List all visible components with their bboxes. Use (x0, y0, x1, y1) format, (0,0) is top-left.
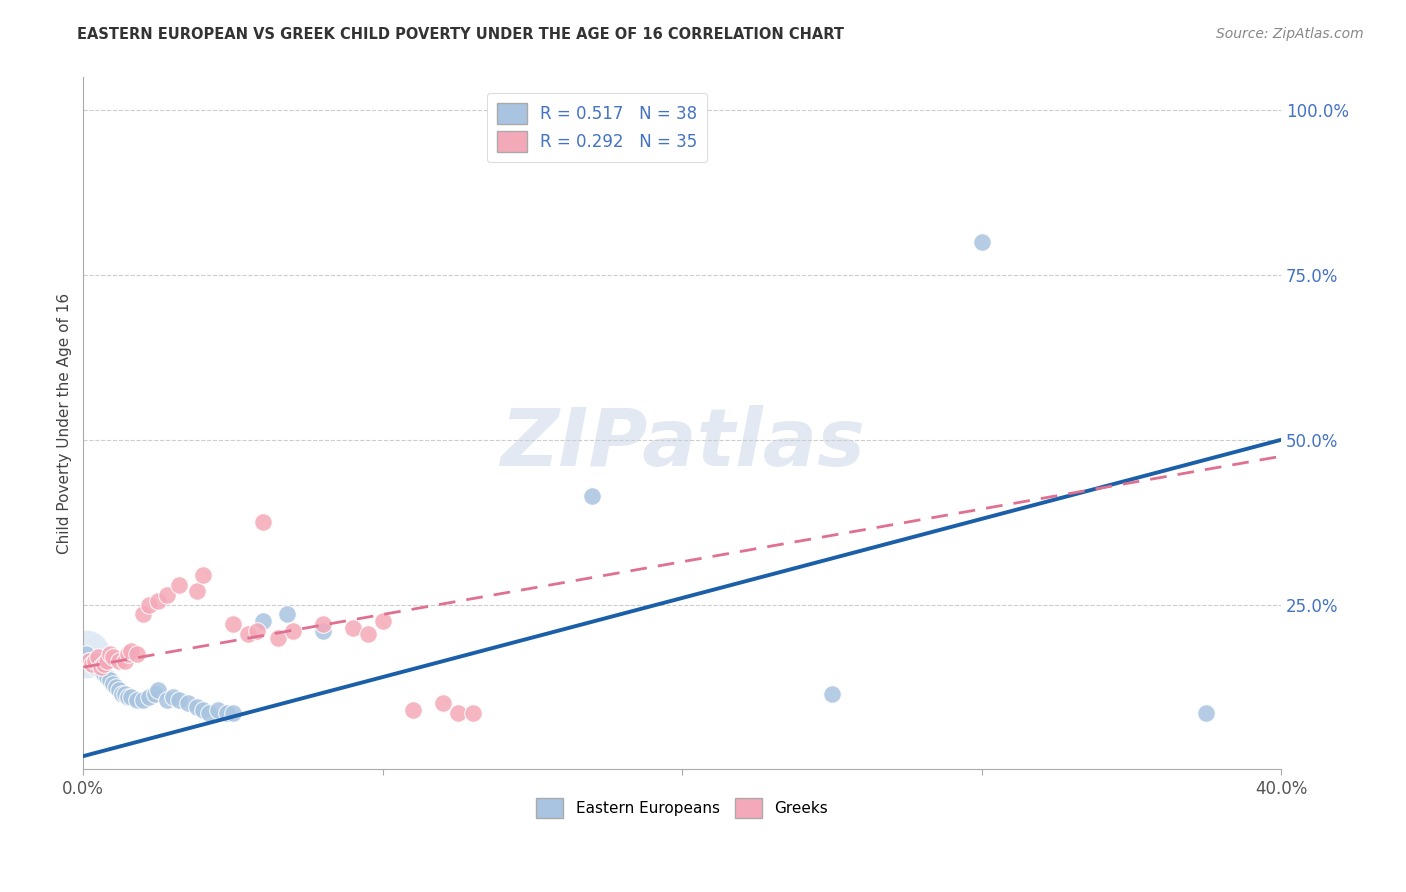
Point (401, 703, 423, 717)
Point (198, 706, 221, 721)
Point (132, 693, 155, 707)
Point (114, 686, 136, 700)
Point (581, 489, 603, 503)
Point (156, 693, 179, 707)
Point (84, 654, 107, 668)
Point (75, 647, 97, 661)
Point (127, 647, 149, 661)
Y-axis label: Child Poverty Under the Age of 16: Child Poverty Under the Age of 16 (58, 293, 72, 554)
Point (246, 624, 269, 638)
Point (1195, 706, 1218, 721)
Point (371, 614, 394, 628)
Point (138, 690, 160, 704)
Point (120, 643, 142, 657)
Point (222, 706, 245, 721)
Point (84, 660, 107, 674)
Point (96, 654, 118, 668)
Point (146, 594, 169, 608)
Point (132, 607, 155, 622)
Point (191, 703, 214, 717)
Point (167, 578, 190, 592)
Point (143, 686, 166, 700)
Point (252, 614, 274, 628)
Legend: Eastern Europeans, Greeks: Eastern Europeans, Greeks (530, 792, 835, 824)
Point (120, 690, 142, 704)
Point (111, 686, 134, 700)
Point (191, 568, 214, 582)
Point (357, 627, 380, 641)
Point (75, 647, 97, 661)
Point (127, 693, 149, 707)
Point (821, 686, 844, 700)
Point (186, 699, 208, 714)
Text: ZIPatlas: ZIPatlas (499, 405, 865, 483)
Point (312, 617, 335, 632)
Point (117, 647, 139, 661)
Point (82, 657, 104, 671)
Point (312, 624, 335, 638)
Point (156, 588, 179, 602)
Point (162, 690, 184, 704)
Point (103, 650, 125, 665)
Point (281, 624, 304, 638)
Point (93, 666, 115, 681)
Point (207, 703, 229, 717)
Point (138, 598, 160, 612)
Point (342, 621, 364, 635)
Point (90, 660, 112, 674)
Point (970, 235, 993, 249)
Point (87, 660, 110, 674)
Text: Source: ZipAtlas.com: Source: ZipAtlas.com (1216, 27, 1364, 41)
Point (236, 627, 259, 641)
Point (108, 654, 131, 668)
Point (446, 706, 468, 721)
Point (267, 631, 290, 645)
Point (82, 657, 104, 671)
Point (167, 693, 190, 707)
Point (222, 617, 245, 632)
Point (146, 683, 169, 698)
Point (114, 654, 136, 668)
Point (77, 654, 100, 668)
Point (177, 697, 200, 711)
Point (117, 690, 139, 704)
Point (98, 673, 121, 688)
Point (252, 515, 274, 529)
Point (103, 676, 125, 690)
Point (432, 697, 454, 711)
Point (96, 670, 118, 684)
Point (98, 647, 121, 661)
Point (108, 683, 131, 698)
Point (276, 607, 298, 622)
Point (87, 650, 110, 665)
Point (93, 657, 115, 671)
Point (461, 706, 484, 721)
Point (186, 584, 208, 599)
Point (105, 680, 128, 694)
Point (77, 654, 100, 668)
Point (90, 664, 112, 678)
Text: EASTERN EUROPEAN VS GREEK CHILD POVERTY UNDER THE AGE OF 16 CORRELATION CHART: EASTERN EUROPEAN VS GREEK CHILD POVERTY … (77, 27, 845, 42)
Point (215, 706, 238, 721)
